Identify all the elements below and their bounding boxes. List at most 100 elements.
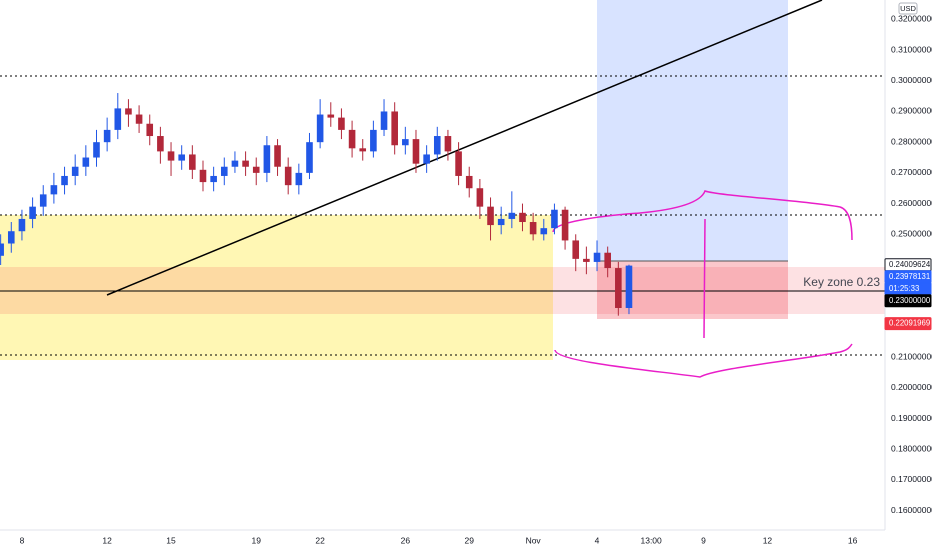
y-tick-label: 0.28000000 <box>891 136 932 146</box>
y-tick-label: 0.20000000 <box>891 382 932 392</box>
x-tick-label: 4 <box>595 535 600 545</box>
y-tick-label: 0.17000000 <box>891 474 932 484</box>
candle-body <box>359 148 367 152</box>
brace-top <box>552 190 853 241</box>
price-tag-label: 0.24009624 <box>889 260 931 269</box>
candle-body <box>93 142 100 158</box>
candle-body <box>0 243 4 256</box>
x-tick-label: 9 <box>701 535 706 545</box>
candle-body <box>476 188 484 207</box>
candle-body <box>114 108 122 130</box>
y-tick-label: 0.29000000 <box>891 106 932 116</box>
candles <box>0 93 633 316</box>
candle-body <box>423 154 430 164</box>
candle-body <box>412 139 420 164</box>
candle-body <box>572 240 580 259</box>
candle-body <box>625 265 633 308</box>
candle-body <box>583 258 590 262</box>
candle-body <box>29 206 36 219</box>
candle-body <box>125 108 132 115</box>
x-tick-label: 22 <box>315 535 325 545</box>
candle-body <box>82 157 90 167</box>
candle-body <box>391 111 398 146</box>
yellow-zone <box>0 215 553 360</box>
candle-body <box>103 129 111 143</box>
candle-body <box>71 166 79 176</box>
candle-body <box>444 136 452 152</box>
y-tick-label: 0.27000000 <box>891 167 932 177</box>
magenta-vertical <box>703 218 706 339</box>
candle-body <box>338 117 345 130</box>
candle-body <box>465 175 473 189</box>
candle-body <box>348 129 356 149</box>
candle-body <box>615 268 622 308</box>
candle-body <box>295 172 303 186</box>
candle-body <box>274 145 281 167</box>
candle-body <box>529 222 537 235</box>
y-tick-label: 0.25000000 <box>891 229 932 239</box>
candle-body <box>167 151 175 161</box>
candle-body <box>178 154 185 161</box>
candle-body <box>433 136 441 155</box>
currency: USD <box>900 4 916 13</box>
x-tick-label: Nov <box>526 535 542 545</box>
stop-box <box>597 261 788 319</box>
x-tick-label: 12 <box>102 535 112 545</box>
candle-body <box>284 166 292 186</box>
candle-body <box>50 185 58 195</box>
y-tick-label: 0.21000000 <box>891 351 932 361</box>
y-tick-label: 0.31000000 <box>891 44 932 54</box>
candle-body <box>508 212 516 219</box>
x-tick-label: 13:00 <box>640 535 662 545</box>
x-tick-label: 19 <box>252 535 262 545</box>
drawings <box>0 0 885 378</box>
candle-body <box>327 114 335 118</box>
candle-body <box>210 175 217 183</box>
candle-body <box>497 218 505 226</box>
candle-body <box>540 228 548 235</box>
price-tag-label: 0.23978131 <box>889 272 930 281</box>
candle-body <box>561 209 569 241</box>
candle-body <box>157 136 164 152</box>
candle-body <box>61 175 68 186</box>
candle-body <box>455 151 462 176</box>
candle-body <box>551 209 558 229</box>
candle-body <box>487 206 494 226</box>
candle-body <box>18 218 26 232</box>
candle-body <box>39 194 47 207</box>
candle-body <box>231 160 239 167</box>
candle-body <box>519 212 526 223</box>
price-tag-label: 01:25:33 <box>889 284 919 293</box>
candle-body <box>252 166 260 173</box>
x-tick-label: 15 <box>166 535 176 545</box>
brace-bottom <box>554 343 853 378</box>
x-tick-label: 8 <box>20 535 25 545</box>
candle-body <box>316 114 324 143</box>
y-tick-label: 0.26000000 <box>891 198 932 208</box>
price-tag <box>884 317 932 331</box>
trend-line <box>106 0 823 296</box>
candle-body <box>135 114 143 124</box>
y-tick-label: 0.18000000 <box>891 443 932 453</box>
candle-body <box>604 252 611 269</box>
price-tag <box>884 294 932 308</box>
annotation: Key zone 0.23 <box>803 275 880 289</box>
currency-box <box>898 2 918 15</box>
candle-body <box>7 231 15 244</box>
candle-body <box>220 166 228 176</box>
candle-body <box>199 169 207 183</box>
candle-body <box>242 160 249 167</box>
candle-body <box>380 111 388 130</box>
x-tick-label: 16 <box>848 535 858 545</box>
candle-body <box>146 123 154 137</box>
candle-body <box>189 154 196 170</box>
y-tick-label: 0.16000000 <box>891 505 932 515</box>
candle-body <box>263 145 271 173</box>
target-box <box>597 0 788 261</box>
candle-body <box>370 129 377 152</box>
y-tick-label: 0.32000000 <box>891 14 932 24</box>
candle-body <box>593 252 601 262</box>
y-tick-label: 0.19000000 <box>891 413 932 423</box>
price-tag-label: 0.22091969 <box>889 319 930 328</box>
